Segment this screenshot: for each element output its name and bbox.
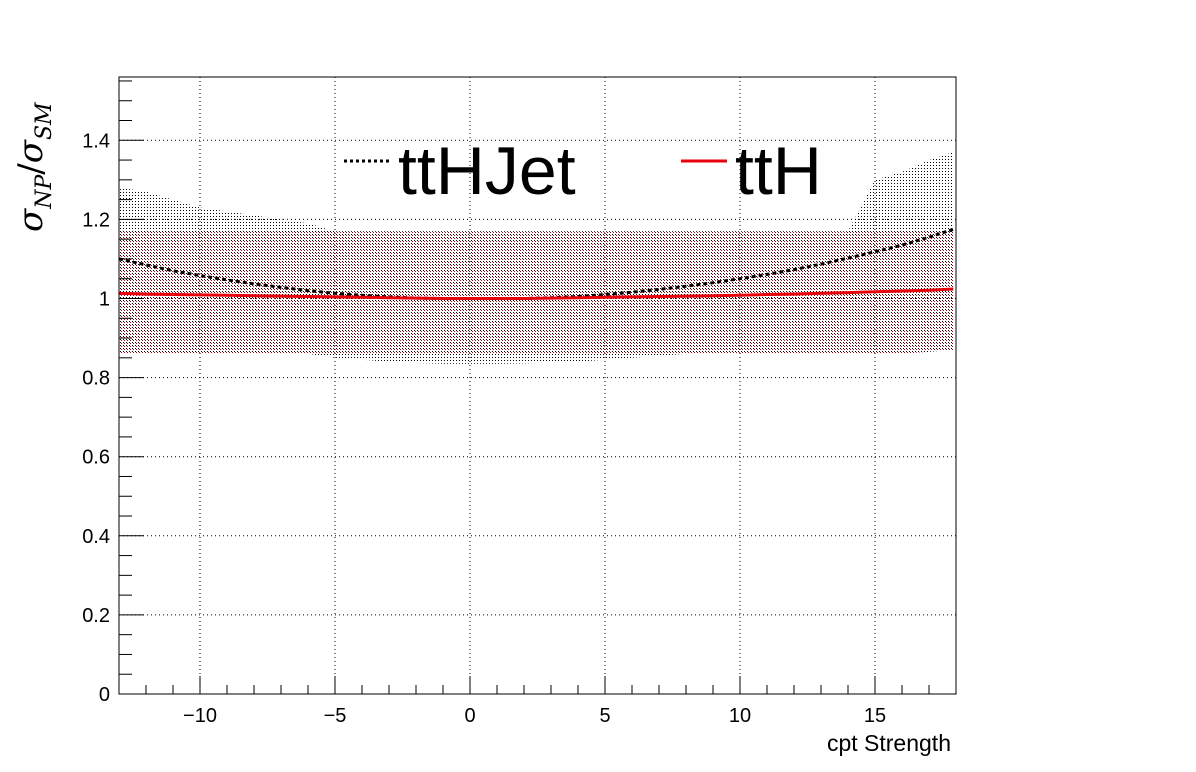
x-tick-label: 15 bbox=[864, 705, 886, 727]
x-axis-title: cpt Strength bbox=[827, 730, 951, 756]
y-title-sub-sm: SM bbox=[32, 102, 57, 140]
series-lines bbox=[119, 227, 954, 300]
x-tick-label: −10 bbox=[183, 705, 217, 727]
svg-text:σNP/σSM: σNP/σSM bbox=[11, 102, 57, 232]
y-title-sub-np: NP bbox=[32, 174, 57, 210]
legend-label-tth: ttH bbox=[735, 133, 822, 209]
series-line-tth bbox=[119, 287, 954, 300]
x-tick-label: 5 bbox=[599, 705, 610, 727]
y-tick-label: 0.4 bbox=[82, 526, 110, 548]
x-tick-label: −5 bbox=[324, 705, 347, 727]
y-tick-label: 0.6 bbox=[82, 447, 110, 469]
y-title-slash: / bbox=[11, 163, 51, 175]
y-tick-label: 0.8 bbox=[82, 368, 110, 390]
y-axis-title: σNP/σSM bbox=[11, 102, 57, 232]
legend: ttHJet ttH bbox=[344, 133, 822, 209]
y-tick-label: 0.2 bbox=[82, 605, 110, 627]
y-axis: 0 0.2 0.4 0.6 0.8 1 1.2 1.4 bbox=[82, 80, 144, 706]
x-axis: −10 −5 0 5 10 15 bbox=[118, 676, 957, 727]
y-tick-label: 1 bbox=[99, 288, 110, 310]
y-tick-label: 0 bbox=[99, 684, 110, 706]
plot-frame bbox=[118, 76, 957, 695]
band-tth bbox=[119, 231, 954, 354]
legend-label-tthjet: ttHJet bbox=[398, 133, 576, 209]
grid bbox=[119, 77, 956, 695]
y-tick-label: 1.2 bbox=[82, 209, 110, 231]
uncertainty-bands bbox=[119, 152, 954, 364]
x-tick-label: 0 bbox=[464, 705, 475, 727]
y-title-sigma: σ bbox=[11, 208, 51, 232]
x-tick-label: 10 bbox=[729, 705, 751, 727]
y-tick-label: 1.4 bbox=[82, 130, 110, 152]
y-title-sigma2: σ bbox=[11, 139, 51, 163]
